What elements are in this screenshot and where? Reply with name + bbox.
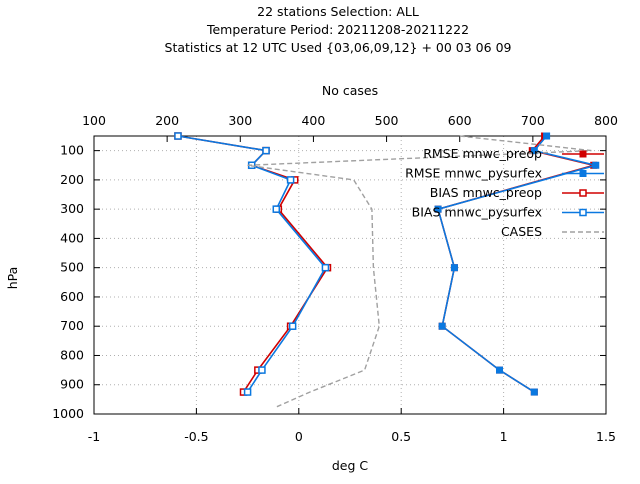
y-tick-label: 500	[60, 260, 84, 275]
x-tick-label: 1.5	[596, 429, 616, 444]
series-point-rmse_pysurfex	[592, 161, 600, 169]
legend-marker-bias_pysurfex	[579, 208, 587, 217]
y-tick-label: 400	[60, 230, 84, 245]
series-line-cases	[247, 135, 592, 408]
chart-title-line-2: Temperature Period: 20211208-20211222	[206, 22, 469, 37]
series-point-rmse_pysurfex	[543, 132, 551, 140]
y-tick-label: 200	[60, 172, 84, 187]
y-tick-label: 900	[60, 377, 84, 392]
series-point-bias_pysurfex	[272, 205, 281, 213]
x2-tick-label: 800	[594, 113, 618, 128]
series-point-rmse_pysurfex	[530, 388, 538, 396]
series-layer	[174, 132, 600, 408]
x-tick-label: 0.5	[391, 429, 411, 444]
x2-tick-label: 200	[155, 113, 179, 128]
x2-tick-label: 100	[82, 113, 106, 128]
chart-title-line-3: Statistics at 12 UTC Used {03,06,09,12} …	[165, 40, 512, 55]
x2-tick-label: 400	[301, 113, 325, 128]
chart-title-line-1: 22 stations Selection: ALL	[257, 4, 419, 19]
y-tick-label: 600	[60, 289, 84, 304]
axes-layer	[93, 135, 607, 415]
y-tick-label: 1000	[52, 406, 84, 421]
series-point-rmse_pysurfex	[496, 366, 504, 374]
series-point-rmse_pysurfex	[438, 322, 446, 330]
series-point-rmse_pysurfex	[530, 147, 538, 155]
series-point-bias_pysurfex	[174, 132, 182, 140]
y-tick-label: 700	[60, 318, 84, 333]
series-point-bias_pysurfex	[288, 322, 297, 330]
y-tick-label: 300	[60, 201, 84, 216]
x-tick-label: -0.5	[184, 429, 208, 444]
series-point-rmse_pysurfex	[450, 264, 458, 272]
legend-marker-rmse_pysurfex	[579, 170, 587, 177]
legend-label-bias_preop: BIAS mnwc_preop	[430, 185, 542, 200]
legend-label-rmse_preop: RMSE mnwc_preop	[423, 146, 542, 161]
legend: RMSE mnwc_preop RMSE mnwc_pysurfex BIAS mn…	[405, 146, 604, 239]
y-tick-label: 100	[60, 143, 84, 158]
series-point-bias_pysurfex	[286, 176, 295, 184]
plot-frame	[93, 135, 607, 415]
legend-label-cases: CASES	[501, 224, 542, 239]
ticks-layer: -1 -0.5 0 0.5 1 1.5 100 200 300 400 500 600 700 800 10…	[52, 113, 618, 444]
legend-marker-bias_preop	[579, 189, 587, 197]
series-point-bias_pysurfex	[321, 263, 330, 272]
series-point-bias_pysurfex	[243, 388, 252, 396]
x2-tick-label: 600	[448, 113, 472, 128]
series-point-rmse_pysurfex	[434, 205, 442, 213]
series-point-bias_pysurfex	[258, 366, 266, 374]
x2-tick-label: 300	[228, 113, 252, 128]
series-point-bias_pysurfex	[262, 146, 270, 155]
x-tick-label: 0	[295, 429, 303, 444]
x-tick-label: 1	[500, 429, 508, 444]
legend-label-bias_pysurfex: BIAS mnwc_pysurfex	[412, 205, 542, 220]
y-axis-label: hPa	[5, 267, 20, 290]
x2-tick-label: 500	[375, 113, 399, 128]
x-axis-label: deg C	[332, 458, 369, 473]
legend-label-rmse_pysurfex: RMSE mnwc_pysurfex	[405, 166, 542, 181]
series-line-bias_preop	[177, 135, 329, 393]
x2-tick-label: 700	[521, 113, 545, 128]
legend-marker-rmse_preop	[579, 150, 587, 158]
x2-axis-label: No cases	[322, 83, 378, 98]
y-tick-label: 800	[60, 347, 84, 362]
series-line-bias_pysurfex	[177, 135, 327, 393]
x-tick-label: -1	[88, 429, 100, 444]
